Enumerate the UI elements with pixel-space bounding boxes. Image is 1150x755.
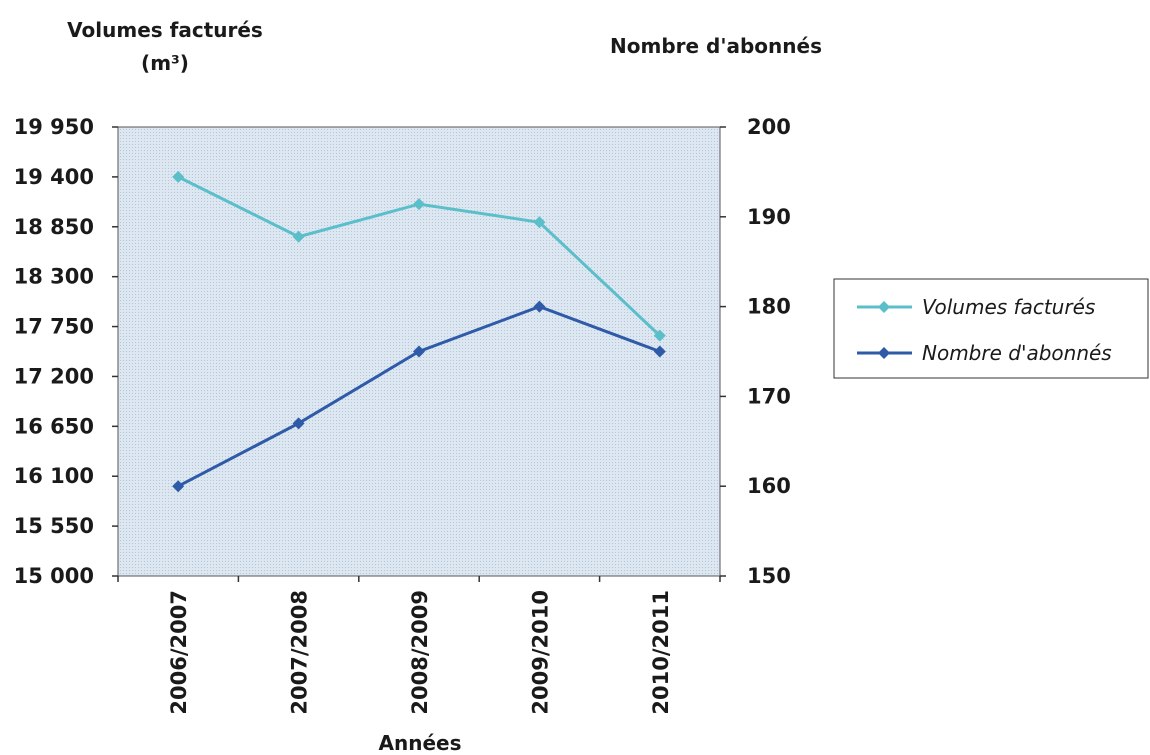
right-axis-title: Nombre d'abonnés — [610, 34, 822, 58]
left-tick-label: 17 200 — [14, 364, 94, 388]
data-point — [172, 480, 185, 493]
legend-box — [833, 278, 1149, 379]
data-point — [413, 345, 425, 358]
left-tick-label: 15 000 — [14, 564, 94, 588]
right-axis: 150 160 170 180 190 200 — [720, 115, 791, 588]
x-axis-title: Années — [379, 731, 462, 751]
legend: Volumes facturés Nombre d'abonnés — [833, 278, 1149, 379]
left-tick-label: 16 100 — [14, 464, 94, 488]
legend-label: Nombre d'abonnés — [922, 341, 1112, 365]
x-axis: 2006/2007 2007/2008 2008/2009 2009/2010 2010… — [117, 576, 721, 715]
series-layer — [172, 170, 666, 493]
x-tick-label: 2006/2007 — [167, 590, 191, 715]
data-point — [292, 230, 305, 243]
data-point — [172, 170, 185, 183]
left-tick-label: 17 750 — [14, 315, 94, 339]
data-point — [292, 417, 305, 430]
data-point — [533, 216, 546, 229]
right-tick-label: 150 — [747, 564, 791, 588]
right-tick-label: 200 — [747, 115, 791, 139]
left-tick-label: 19 400 — [14, 165, 94, 189]
left-axis: 15 000 15 550 16 100 16 650 17 200 17 750 18 3… — [14, 115, 118, 588]
x-tick-label: 2008/2009 — [408, 590, 432, 715]
left-axis-title-line2: (m³) — [141, 51, 189, 75]
data-point — [533, 300, 546, 313]
left-tick-label: 18 850 — [14, 215, 94, 239]
left-tick-label: 18 300 — [14, 265, 94, 289]
right-tick-label: 190 — [747, 205, 791, 229]
x-tick-label: 2007/2008 — [288, 590, 312, 715]
legend-label: Volumes facturés — [922, 295, 1095, 319]
left-tick-label: 19 950 — [14, 115, 94, 139]
right-tick-label: 180 — [747, 295, 791, 319]
left-axis-title-line1: Volumes facturés — [67, 18, 263, 42]
data-point — [653, 345, 666, 358]
right-tick-label: 160 — [747, 474, 791, 498]
right-tick-label: 170 — [747, 384, 791, 408]
legend-marker — [878, 301, 890, 313]
x-tick-label: 2010/2011 — [649, 590, 673, 715]
x-tick-label: 2009/2010 — [528, 590, 552, 715]
data-point — [413, 198, 425, 211]
left-tick-label: 15 550 — [14, 514, 94, 538]
legend-marker — [878, 347, 890, 359]
data-point — [653, 329, 666, 342]
left-tick-label: 16 650 — [14, 414, 94, 438]
